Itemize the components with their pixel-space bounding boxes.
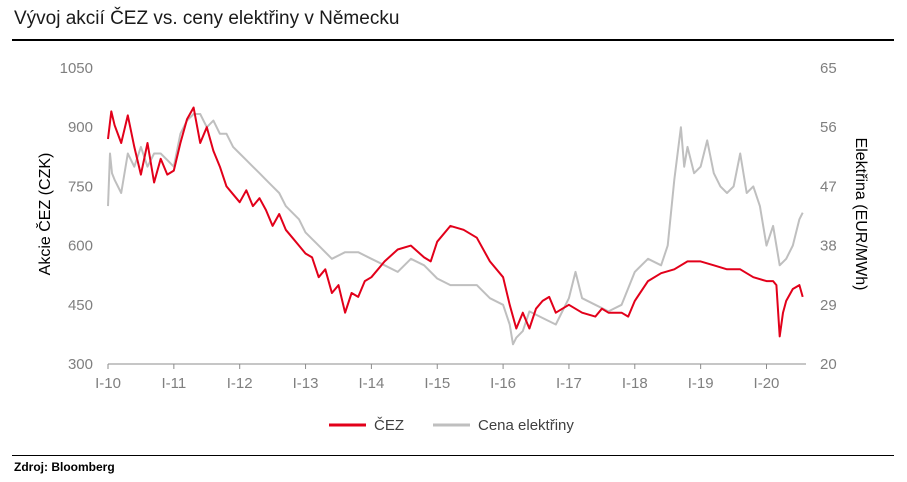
x-tick-label: I-20 [754,375,780,392]
legend-label-electricity: Cena elektřiny [478,417,574,434]
x-tick-label: I-14 [358,375,384,392]
top-rule [12,39,894,41]
x-tick-label: I-16 [490,375,516,392]
x-tick-label: I-15 [424,375,450,392]
y-left-tick-label: 450 [68,297,93,314]
source-note: Zdroj: Bloomberg [14,460,115,474]
x-tick-label: I-19 [688,375,714,392]
x-tick-label: I-10 [95,375,121,392]
x-tick-label: I-17 [556,375,582,392]
chart-title: Vývoj akcií ČEZ vs. ceny elektřiny v Něm… [14,8,400,29]
y-left-tick-label: 750 [68,178,93,195]
x-tick-label: I-18 [622,375,648,392]
y-right-axis-title: Elektřina (EUR/MWh) [852,138,869,291]
y-left-tick-label: 900 [68,119,93,136]
y-left-axis-title: Akcie ČEZ (CZK) [35,153,54,276]
y-left-tick-label: 600 [68,238,93,255]
y-left-tick-labels: 300 450 600 750 900 1050 [60,60,93,373]
x-tick-label: I-11 [161,375,186,392]
y-right-tick-labels: 20 29 38 47 56 65 [820,60,837,373]
y-right-tick-label: 47 [820,178,837,195]
series-line-electricity [107,113,804,346]
y-right-tick-label: 65 [820,60,837,77]
y-left-tick-label: 300 [68,356,93,373]
series-lines [107,106,804,346]
legend-label-cez: ČEZ [374,417,404,434]
y-right-tick-label: 29 [820,297,837,314]
y-right-tick-label: 56 [820,119,837,136]
x-tick-label: I-12 [227,375,253,392]
x-tick-labels: I-10 I-11 I-12 I-13 I-14 I-15 I-16 I-17 I-18 I-19… [95,364,779,392]
y-right-tick-label: 38 [820,238,837,255]
y-right-tick-label: 20 [820,356,837,373]
legend: ČEZ Cena elektřiny [329,417,574,434]
y-left-tick-label: 1050 [60,60,93,77]
bottom-rule [12,455,894,456]
x-tick-label: I-13 [293,375,319,392]
series-line-cez [107,106,804,338]
